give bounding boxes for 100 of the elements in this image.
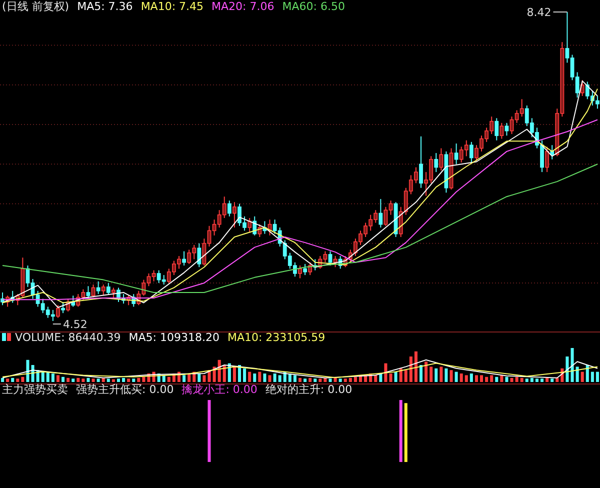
bar (409, 356, 412, 382)
bar (21, 376, 24, 382)
bar (338, 378, 342, 382)
text: 强势主升低买: 0.00 (76, 383, 174, 396)
bar (444, 368, 448, 382)
bar (535, 378, 538, 382)
text: MA60: 6.50 (282, 0, 345, 13)
bar (394, 372, 398, 382)
bar (590, 372, 594, 382)
bar (566, 356, 569, 382)
bar (167, 376, 170, 382)
text: MA10: 233105.59 (227, 331, 326, 344)
bar (525, 378, 528, 382)
series-label: MA5: 109318.20 (128, 331, 220, 344)
bar (92, 378, 95, 382)
bar (308, 378, 312, 382)
bar (434, 368, 438, 382)
text: MA10: 7.45 (140, 0, 204, 13)
bar (1, 378, 4, 382)
bar (470, 374, 473, 382)
bar (198, 374, 201, 382)
bar (202, 375, 206, 382)
bar (263, 374, 266, 382)
bar (440, 366, 443, 382)
bar (182, 375, 186, 382)
bar (556, 378, 559, 382)
bar (550, 378, 554, 382)
bar (72, 378, 75, 382)
bar (495, 376, 498, 382)
bar (348, 378, 352, 382)
bar (238, 365, 242, 382)
bar (66, 378, 70, 382)
bar (505, 376, 508, 382)
bar (46, 372, 50, 382)
bar (112, 379, 115, 382)
bar (253, 374, 256, 382)
bar (232, 366, 236, 382)
bar (218, 360, 221, 382)
bar (464, 375, 468, 382)
bar (510, 378, 514, 382)
text: MA20: 7.06 (212, 0, 274, 13)
bar (298, 378, 302, 382)
bar (56, 375, 60, 382)
text: MA5: 7.36 (77, 0, 133, 13)
bar (389, 374, 392, 382)
bar (460, 374, 463, 382)
bar (278, 375, 282, 382)
chart-title: 主力强势买卖 (2, 383, 68, 396)
bar (454, 372, 458, 382)
bar (243, 368, 246, 382)
bar (51, 374, 54, 382)
bar (570, 348, 574, 382)
series-label: 擒龙小王: 0.00 (182, 383, 258, 396)
bar (106, 378, 110, 382)
bar (500, 375, 504, 382)
bar (596, 372, 599, 382)
bar (419, 365, 423, 382)
bar (132, 378, 136, 382)
bar (328, 378, 332, 382)
bar (580, 372, 584, 382)
bar (374, 375, 378, 382)
bar (82, 378, 85, 382)
text: 绝对的主升: 0.00 (265, 383, 352, 396)
bar (424, 362, 428, 382)
bar (490, 375, 494, 382)
bar (540, 378, 544, 382)
bar (127, 378, 130, 382)
bar (122, 378, 126, 382)
legend-label: VOLUME: 86440.39 (15, 331, 121, 344)
bar (576, 366, 579, 382)
chart-title: (日线 前复权) (2, 0, 70, 13)
bar (76, 378, 80, 382)
bar (485, 376, 488, 382)
bar (404, 370, 408, 382)
bar (344, 378, 347, 382)
bar (318, 378, 322, 382)
bar (273, 374, 276, 382)
bar (450, 370, 453, 382)
bar (142, 376, 146, 382)
bar (16, 378, 20, 382)
bar (248, 372, 252, 382)
bar (314, 378, 317, 382)
bar (304, 378, 307, 382)
bar (293, 375, 296, 382)
bar (11, 378, 14, 382)
bar (414, 351, 418, 382)
bar (26, 360, 30, 382)
bar (334, 378, 337, 382)
bar (354, 376, 357, 382)
bar (258, 372, 262, 382)
bar (546, 378, 549, 382)
bar (6, 378, 10, 382)
bar (530, 378, 534, 382)
bar (116, 378, 120, 382)
bar (96, 378, 100, 382)
bar (268, 375, 272, 382)
bar (384, 363, 388, 382)
bar (137, 378, 140, 382)
bar (474, 375, 478, 382)
bar (520, 378, 524, 382)
